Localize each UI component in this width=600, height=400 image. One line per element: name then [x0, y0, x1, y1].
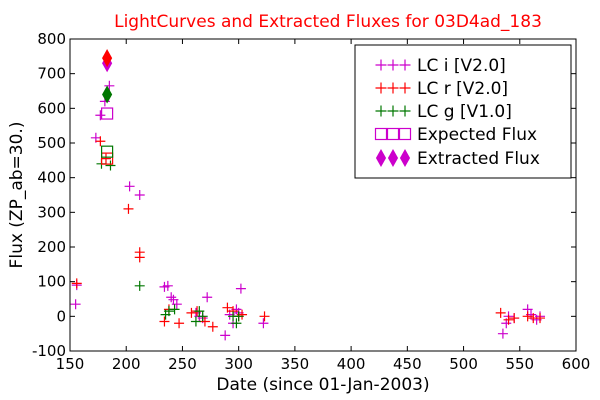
legend-diamond-marker — [375, 148, 387, 168]
lc-g-point — [233, 311, 244, 322]
legend-plus-marker — [399, 105, 411, 117]
lc-g-point — [105, 160, 116, 171]
legend-plus-marker — [387, 59, 399, 71]
x-tick-label: 300 — [224, 355, 253, 373]
lc-i-point — [258, 318, 269, 329]
lc-r-point — [522, 311, 533, 322]
legend-plus-marker — [387, 105, 399, 117]
lc-r-point — [509, 313, 520, 324]
lc-i-point — [124, 181, 135, 192]
lc-g-point — [197, 311, 208, 322]
axis-ticks: 150 200 250 300 350 400 450 500 550 600 -100 0 100 20… — [32, 30, 590, 373]
expected-flux-marker — [101, 145, 114, 158]
lc-r-point — [174, 318, 185, 329]
x-tick-label: 150 — [56, 355, 85, 373]
lc-r-point — [207, 321, 218, 332]
lc-g-point — [169, 304, 180, 315]
plot-area-frame — [69, 38, 577, 352]
x-tick-label: 600 — [562, 355, 591, 373]
x-axis-label: Date (since 01-Jan-2003) — [216, 375, 429, 395]
y-tick-label: 0 — [56, 307, 66, 325]
lc-i-point — [104, 80, 115, 91]
y-tick-label: 300 — [37, 203, 66, 221]
y-tick-label: 500 — [37, 134, 66, 152]
y-tick-label: 200 — [37, 238, 66, 256]
lc-r-point — [495, 307, 506, 318]
y-axis-label: Flux (ZP_ab=30.) — [7, 122, 27, 269]
y-tick-label: -100 — [32, 342, 66, 360]
lc-r-point — [100, 153, 111, 164]
extracted-flux-marker — [102, 85, 113, 104]
x-tick-label: 500 — [449, 355, 478, 373]
lc-r-point — [186, 307, 197, 318]
legend-diamond-marker — [387, 148, 399, 168]
legend-plus-marker — [387, 82, 399, 94]
x-tick-label: 400 — [337, 355, 366, 373]
lc-g-point — [194, 306, 205, 317]
x-tick-label: 250 — [168, 355, 197, 373]
legend-plus-marker — [375, 59, 387, 71]
legend-plus-marker — [399, 59, 411, 71]
legend-square-marker — [386, 127, 400, 141]
legend-label: LC g [V1.0] — [417, 102, 512, 122]
lc-i-point — [220, 330, 231, 341]
legend-plus-marker — [375, 105, 387, 117]
lc-g-point — [231, 318, 242, 329]
legend-square-marker — [374, 127, 388, 141]
lc-g-point — [163, 306, 174, 317]
lc-r-point — [535, 313, 546, 324]
lc-i-point — [134, 190, 145, 200]
lc-r-point — [134, 252, 145, 263]
extracted-flux-marker — [102, 49, 113, 68]
lc-r-point — [503, 314, 514, 325]
expected-flux-marker — [101, 107, 114, 120]
y-tick-label: 600 — [37, 99, 66, 117]
legend-diamond-marker — [399, 148, 411, 168]
lc-r-point — [123, 203, 134, 214]
legend-label: LC r [V2.0] — [417, 79, 508, 99]
x-tick-label: 450 — [393, 355, 422, 373]
x-tick-label: 350 — [281, 355, 310, 373]
legend-plus-marker — [399, 82, 411, 94]
y-tick-label: 800 — [37, 30, 66, 48]
data-marks — [70, 49, 546, 341]
x-tick-label: 550 — [505, 355, 534, 373]
legend-label: LC i [V2.0] — [417, 56, 506, 76]
lc-i-point — [235, 283, 246, 294]
lc-i-point — [162, 280, 173, 291]
lc-r-point — [259, 311, 270, 322]
legend-square-marker — [398, 127, 412, 141]
lc-i-point — [171, 299, 182, 310]
lc-i-point — [202, 292, 213, 303]
lc-r-point — [71, 278, 82, 289]
lc-i-point — [497, 328, 508, 339]
lc-i-point — [166, 292, 177, 303]
lc-r-point — [95, 136, 106, 147]
lc-g-point — [134, 280, 145, 291]
lc-i-point — [70, 299, 81, 310]
y-tick-label: 700 — [37, 65, 66, 83]
y-tick-label: 400 — [37, 169, 66, 187]
expected-flux-marker — [101, 152, 114, 165]
legend-label: Extracted Flux — [417, 149, 540, 169]
legend-plus-marker — [375, 82, 387, 94]
legend: LC i [V2.0] LC r [V2.0] LC g [V1.0] Expecte… — [354, 44, 572, 179]
lc-r-point — [159, 316, 170, 327]
lc-i-point — [95, 110, 106, 121]
chart-title: LightCurves and Extracted Fluxes for 03D… — [114, 12, 542, 32]
lc-r-point — [222, 302, 233, 313]
legend-label: Expected Flux — [417, 125, 537, 145]
lc-r-point — [199, 316, 210, 327]
x-tick-label: 200 — [112, 355, 141, 373]
lc-g-point — [190, 316, 201, 327]
y-tick-label: 100 — [37, 273, 66, 291]
